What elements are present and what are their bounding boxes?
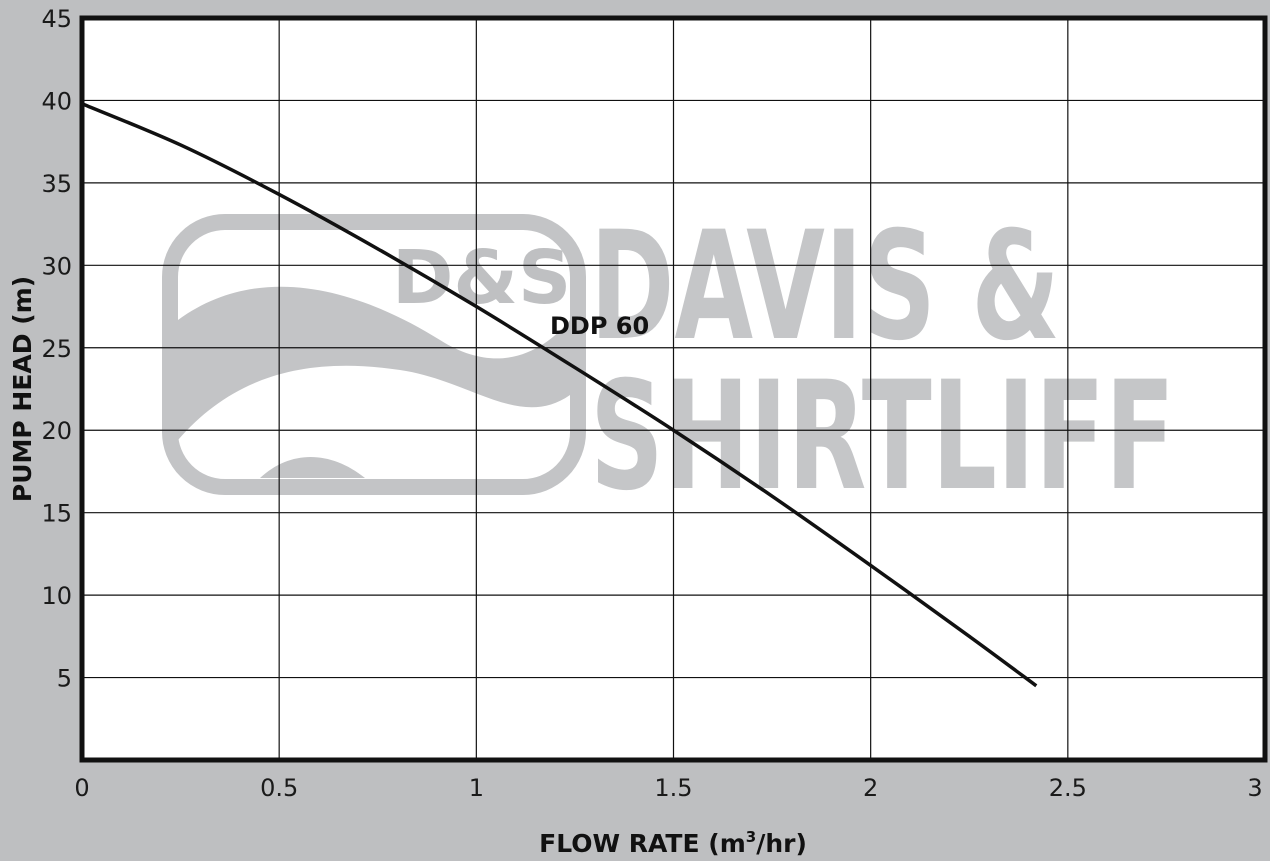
watermark-monogram: D&S [392,235,571,321]
x-tick-label: 1 [469,774,484,802]
y-axis-title: PUMP HEAD (m) [8,276,37,502]
x-tick-label: 2 [863,774,878,802]
x-tick-label: 0 [74,774,89,802]
series-layer [81,102,1038,688]
y-tick-label: 35 [41,170,72,198]
y-tick-label: 15 [41,500,72,528]
watermark-line1: DAVIS & [590,200,1060,374]
x-tick-label: 0.5 [260,774,298,802]
series-label-ddp-60: DDP 60 [550,312,649,340]
x-tick-label: 1.5 [654,774,692,802]
y-tick-label: 5 [57,665,72,693]
series-line-0 [81,102,1038,688]
y-tick-label: 25 [41,335,72,363]
x-tick-label: 3 [1247,774,1262,802]
y-tick-label: 10 [41,582,72,610]
watermark-line2: SHIRTLIFF [590,350,1175,524]
plot-frame [79,15,1268,763]
x-axis-title: FLOW RATE (m3/hr) [539,828,807,858]
watermark-logo: D&S DAVIS & SHIRTLIFF [162,200,1175,524]
x-tick-labels: 0 0.5 1 1.5 2 2.5 3 [74,774,1262,802]
y-tick-labels: 5 10 15 20 25 30 35 40 45 [41,5,72,693]
y-tick-label: 20 [41,417,72,445]
grid-lines [82,18,1265,760]
x-tick-label: 2.5 [1049,774,1087,802]
y-tick-label: 40 [41,87,72,115]
y-tick-label: 45 [41,5,72,33]
y-tick-label: 30 [41,252,72,280]
